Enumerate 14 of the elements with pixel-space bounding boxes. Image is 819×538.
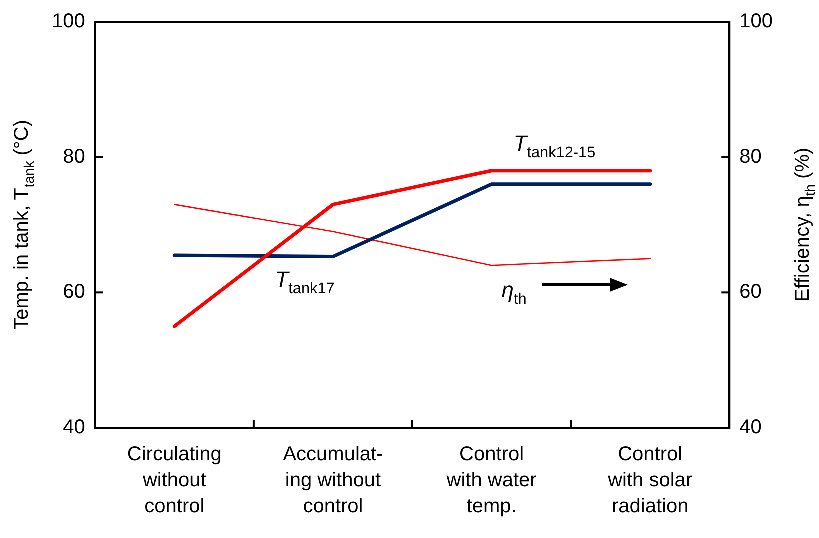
y-axis-title: Temp. in tank, Ttank (°C) [11,120,37,330]
y-tick-label: 60 [63,281,86,304]
y2-tick-label: 80 [740,146,762,168]
y-tick-label: 100 [52,10,86,33]
y-tick-label: 40 [63,416,86,439]
y2-tick-label: 100 [740,10,774,33]
y-tick-label: 80 [63,146,86,168]
y2-tick-label: 40 [740,416,762,439]
x-tick-label: Control with water temp. [446,444,538,518]
x-tick-label: Accumulat- ing without control [283,444,384,518]
x-tick-label: Circulating without control [127,444,222,518]
y2-axis-title: Efficiency, ηth (%) [792,148,818,302]
x-tick-label: Control with solar radiation [607,444,693,518]
y2-tick-label: 60 [740,281,762,304]
